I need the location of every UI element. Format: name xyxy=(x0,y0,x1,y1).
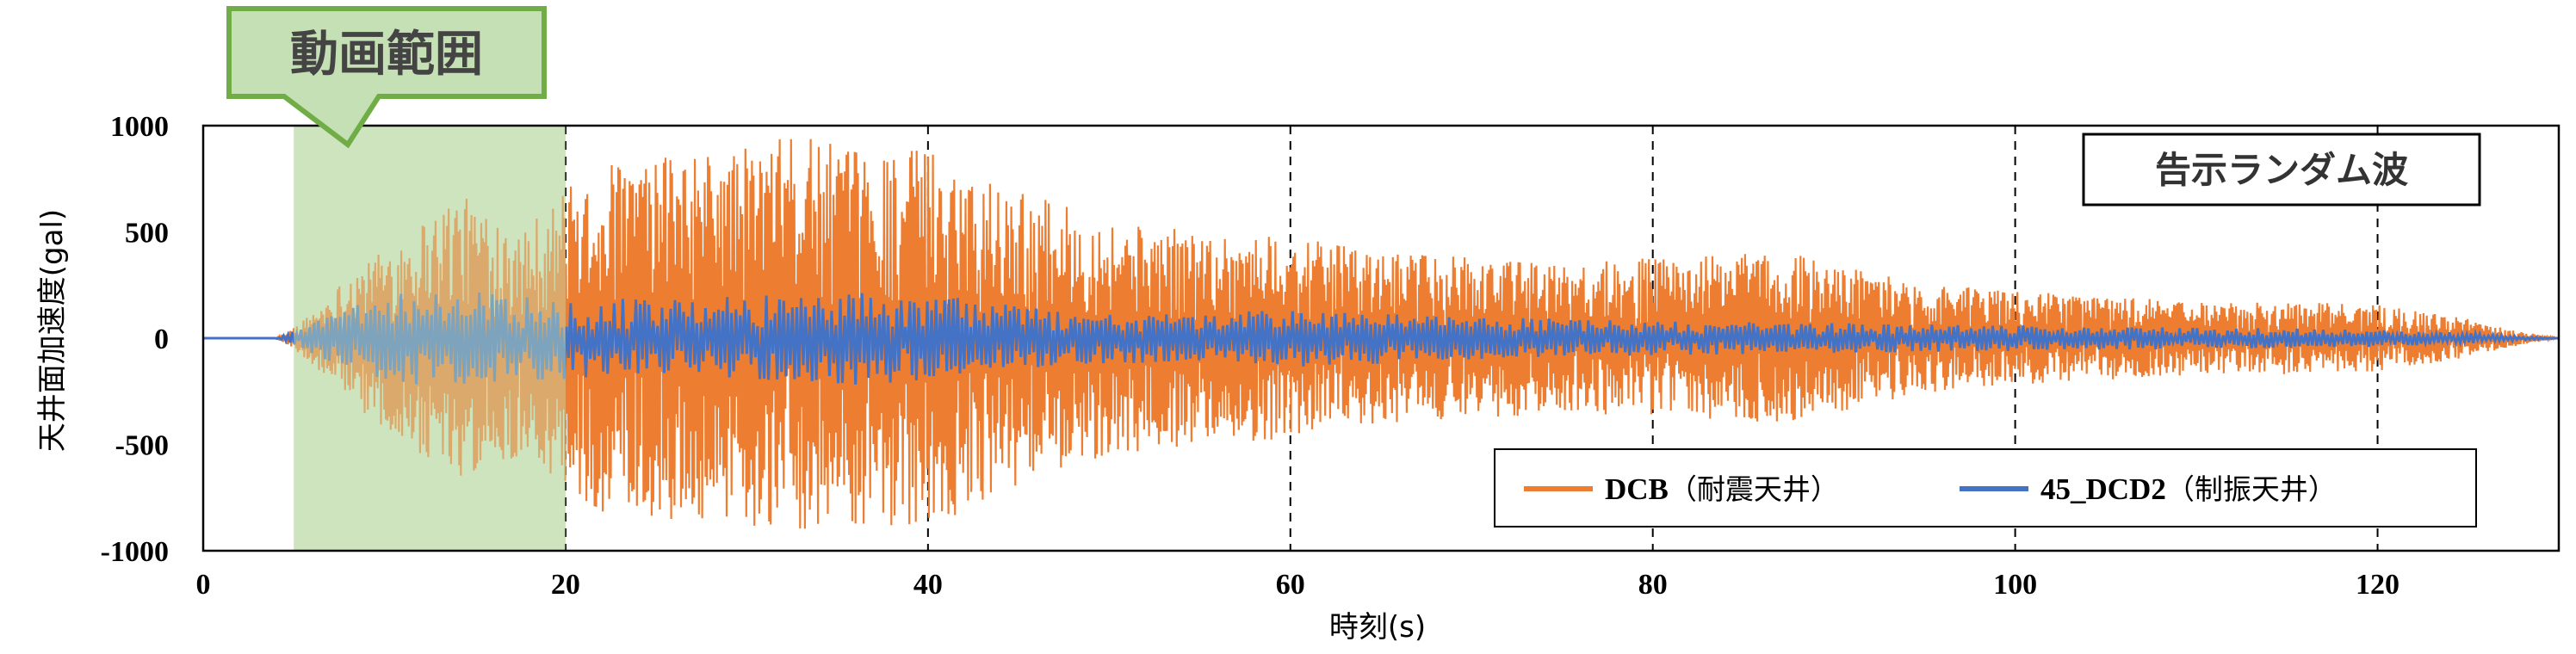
x-axis-title: 時刻(s) xyxy=(1329,610,1426,645)
range-callout-label: 動画範囲 xyxy=(290,27,483,83)
series-group xyxy=(203,139,2559,529)
legend-label-45-dcd2: 45_DCD2（制振天井） xyxy=(2040,472,2337,506)
x-tick-label: 120 xyxy=(2356,569,2400,601)
y-tick-label: 1000 xyxy=(110,111,169,143)
legend-label-dcb: DCB（耐震天井） xyxy=(1605,472,1839,506)
x-tick-label: 0 xyxy=(196,569,211,601)
y-axis-title: 天井面加速度(gal) xyxy=(35,209,70,452)
series-line-45-dcd2 xyxy=(203,293,2559,385)
y-tick-label: 500 xyxy=(125,218,169,250)
range-callout-box xyxy=(226,6,547,149)
y-tick-label: -500 xyxy=(115,430,169,462)
y-tick-label: 0 xyxy=(154,324,169,355)
wave-type-label: 告示ランダム波 xyxy=(2155,149,2408,191)
plot-frame xyxy=(201,124,2561,552)
x-tick-label: 60 xyxy=(1276,569,1305,601)
wave-type-box: 告示ランダム波 xyxy=(2082,133,2481,207)
x-tick-label: 80 xyxy=(1638,569,1668,601)
y-tick-labels: 1000 500 0 -500 -1000 xyxy=(101,111,169,568)
x-tick-label: 40 xyxy=(913,569,943,601)
y-tick-label: -1000 xyxy=(101,536,169,568)
wave-type-frame xyxy=(2082,133,2481,207)
x-tick-label: 100 xyxy=(1993,569,2037,601)
range-callout: 動画範囲 xyxy=(226,6,547,149)
legend: DCB（耐震天井） 45_DCD2（制振天井） xyxy=(1494,448,2477,528)
x-tick-label: 20 xyxy=(551,569,580,601)
highlight-overlay xyxy=(294,126,566,551)
x-tick-labels: 0 20 40 60 80 100 120 xyxy=(196,569,2400,601)
